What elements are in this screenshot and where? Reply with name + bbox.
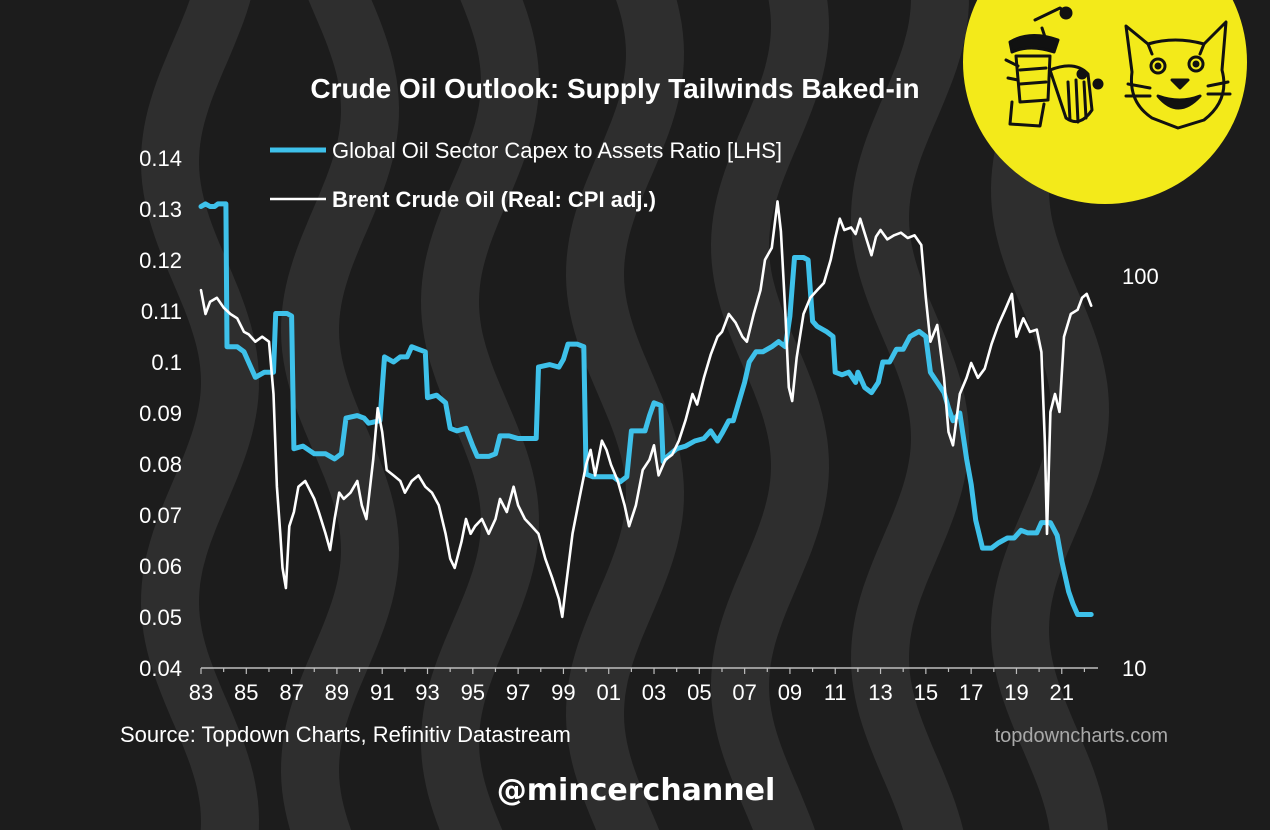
- x-tick-label: 83: [189, 680, 213, 705]
- y-right-tick-label: 10: [1122, 656, 1146, 681]
- legend-label-brent: Brent Crude Oil (Real: CPI adj.): [332, 187, 656, 212]
- x-tick-label: 97: [506, 680, 530, 705]
- x-tick-label: 91: [370, 680, 394, 705]
- x-tick-label: 11: [824, 680, 847, 705]
- x-tick-label: 99: [551, 680, 575, 705]
- x-tick-label: 95: [461, 680, 485, 705]
- x-tick-label: 03: [642, 680, 666, 705]
- x-tick-label: 05: [687, 680, 711, 705]
- y-left-tick-label: 0.13: [139, 197, 182, 222]
- y-left-tick-label: 0.12: [139, 248, 182, 273]
- background-wave: [850, 0, 970, 830]
- x-tick-label: 13: [868, 680, 892, 705]
- x-tick-label: 01: [596, 680, 620, 705]
- background-wave: [420, 0, 540, 830]
- wildcat-face-icon: [1124, 20, 1232, 130]
- x-tick-label: 17: [959, 680, 983, 705]
- x-tick-label: 09: [778, 680, 802, 705]
- x-tick-label: 19: [1004, 680, 1028, 705]
- y-left-tick-label: 0.04: [139, 656, 182, 681]
- y-left-tick-label: 0.11: [141, 299, 182, 324]
- y-left-tick-label: 0.05: [139, 605, 182, 630]
- logo-badge: [963, 0, 1247, 204]
- x-tick-label: 85: [234, 680, 258, 705]
- background-wave: [565, 0, 685, 830]
- legend: Global Oil Sector Capex to Assets Ratio …: [270, 138, 782, 212]
- x-tick-label: 15: [914, 680, 938, 705]
- y-left-tick-label: 0.08: [139, 452, 182, 477]
- y-axis-left-ticks: 0.04 0.05 0.06 0.07 0.08 0.09 0.1 0.11 0.12 0.13 0…: [139, 146, 182, 681]
- x-tick-label: 93: [415, 680, 439, 705]
- channel-handle: @mincerchannel: [497, 773, 776, 808]
- x-tick-label: 07: [732, 680, 756, 705]
- meat-grinder-icon: [1004, 6, 1104, 128]
- y-left-tick-label: 0.14: [139, 146, 182, 171]
- x-tick-label: 21: [1050, 680, 1074, 705]
- website-watermark: topdowncharts.com: [995, 725, 1168, 747]
- series-layer: [198, 200, 1094, 619]
- legend-label-capex: Global Oil Sector Capex to Assets Ratio …: [332, 138, 782, 163]
- y-left-tick-label: 0.09: [139, 401, 182, 426]
- y-right-tick-label: 100: [1122, 264, 1159, 289]
- chart-title-text: Crude Oil Outlook: Supply Tailwinds Bake…: [310, 73, 919, 104]
- y-left-tick-label: 0.06: [139, 554, 182, 579]
- logo-circle: [963, 0, 1247, 204]
- source-note: Source: Topdown Charts, Refinitiv Datast…: [120, 722, 571, 747]
- y-left-tick-label: 0.1: [151, 350, 182, 375]
- background-wave: [140, 0, 260, 830]
- series-line-brent: [199, 200, 1093, 619]
- background-wave: [710, 0, 830, 830]
- x-axis: 83 85 87 89 91 93 95 97 99 01 03 05 07 09 11 13 15 17 19 21: [189, 667, 1098, 705]
- x-tick-label: 87: [279, 680, 303, 705]
- x-tick-label: 89: [325, 680, 349, 705]
- y-axis-right-ticks: 10 100: [1122, 264, 1159, 681]
- background-wave-pattern: [140, 0, 1110, 830]
- chart-title: Crude Oil Outlook: Supply Tailwinds Bake…: [310, 73, 919, 104]
- background-wave: [280, 0, 400, 830]
- y-left-tick-label: 0.07: [139, 503, 182, 528]
